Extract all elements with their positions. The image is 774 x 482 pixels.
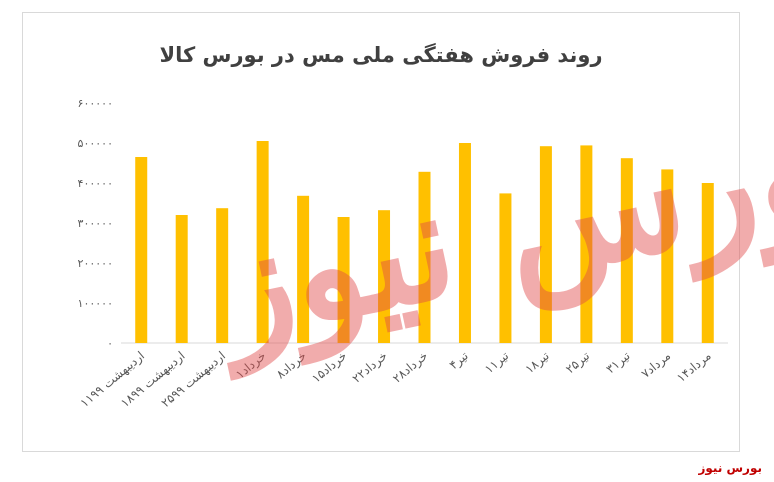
x-tick-label: ۸خرداد — [274, 349, 310, 383]
source-label: بورس نیوز — [698, 461, 762, 475]
bar — [701, 183, 714, 343]
x-tick-label: ۲۵تیر — [563, 349, 593, 378]
x-tick-label: ۱۴مرداد — [674, 349, 714, 386]
x-tick-label: ۳۱تیر — [603, 349, 633, 378]
y-tick-label: ۵۰۰۰۰۰ — [78, 137, 113, 150]
x-tick-label: ۱۸تیر — [523, 349, 553, 378]
bar — [378, 210, 391, 343]
bar — [337, 217, 350, 343]
x-tick-label: ۲۸خرداد — [390, 349, 431, 387]
bar — [135, 157, 148, 343]
y-tick-label: ۰ — [107, 337, 113, 350]
bar — [661, 169, 674, 343]
x-tick-label: ۷مرداد — [639, 349, 674, 382]
y-tick-label: ۳۰۰۰۰۰ — [78, 217, 113, 230]
bar — [256, 141, 269, 343]
bar — [499, 193, 512, 343]
bar — [539, 146, 552, 343]
bar — [418, 171, 431, 343]
bar — [458, 143, 471, 343]
x-tick-label: ۲۲خرداد — [350, 349, 391, 387]
x-tick-label: ۱خرداد — [233, 349, 269, 383]
x-tick-label: ۱۵خرداد — [309, 349, 350, 387]
bar — [175, 215, 188, 343]
chart-title: روند فروش هفتگی ملی مس در بورس کالا — [159, 43, 603, 67]
bar — [297, 195, 310, 343]
bar — [216, 208, 229, 343]
x-tick-label: ۴تیر — [447, 349, 472, 373]
y-tick-label: ۶۰۰۰۰۰ — [78, 97, 113, 110]
y-tick-label: ۴۰۰۰۰۰ — [78, 177, 113, 190]
x-tick-label: ۱۱تیر — [482, 349, 512, 378]
y-tick-label: ۱۰۰۰۰۰ — [78, 297, 113, 310]
bar-chart: ۰۱۰۰۰۰۰۲۰۰۰۰۰۳۰۰۰۰۰۴۰۰۰۰۰۵۰۰۰۰۰۶۰۰۰۰۰۱۱ا… — [78, 97, 728, 411]
bar — [580, 145, 593, 343]
chart-frame: روند فروش هفتگی ملی مس در بورس کالا ۰ ۱۰۰… — [22, 12, 774, 452]
bar — [620, 158, 633, 343]
y-tick-label: ۲۰۰۰۰۰ — [78, 257, 113, 270]
